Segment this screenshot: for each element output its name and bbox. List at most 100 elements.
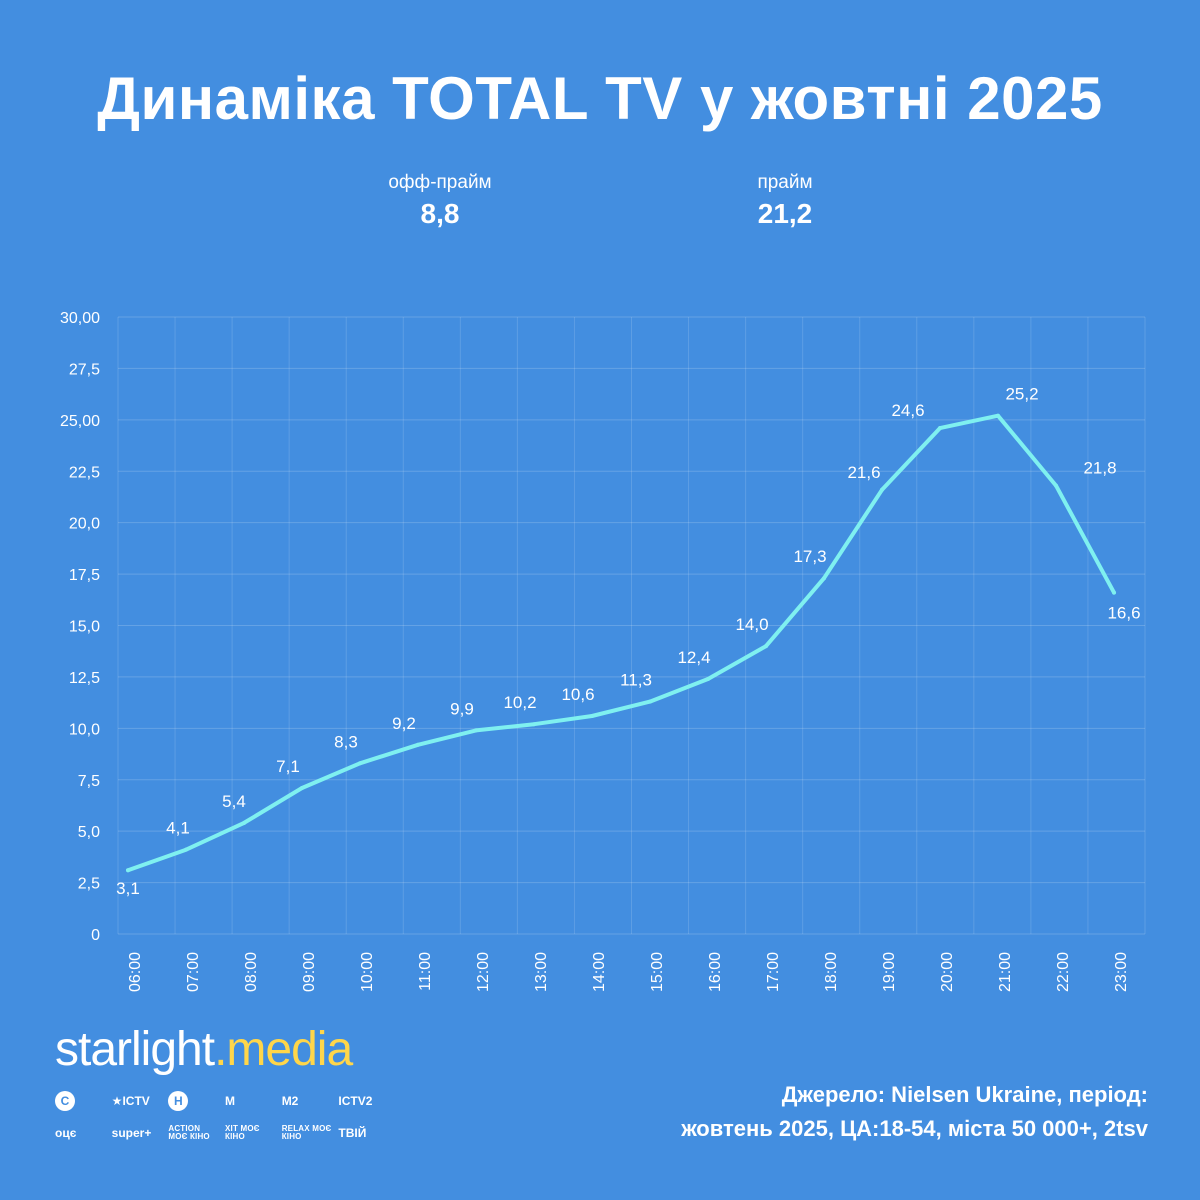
channel-logo-novyi-mark: Н xyxy=(168,1091,189,1111)
data-label: 14,0 xyxy=(735,615,768,634)
channel-logo-oce-text: оцє xyxy=(55,1126,77,1140)
data-point xyxy=(1112,590,1116,595)
channel-logo-ictv2-text: ICTV2 xyxy=(338,1094,373,1108)
x-tick-label: 12:00 xyxy=(475,952,492,992)
channel-logo-oce: оцє xyxy=(55,1122,112,1144)
kpi-offprime: офф-прайм 8,8 xyxy=(340,172,540,230)
data-point xyxy=(300,785,304,790)
x-tick-label: 06:00 xyxy=(127,952,144,992)
data-point xyxy=(822,576,826,581)
channel-logo-tviy: ТВІЙ xyxy=(338,1122,395,1144)
x-tick-label: 14:00 xyxy=(591,952,608,992)
star-icon: ★ xyxy=(111,1094,123,1108)
data-point xyxy=(996,413,1000,418)
x-tick-label: 15:00 xyxy=(649,952,666,992)
channel-logo-m2: M2 xyxy=(282,1090,339,1112)
channel-logo-ictv2: ICTV2 xyxy=(338,1090,395,1112)
data-label: 3,1 xyxy=(116,879,140,898)
series-line xyxy=(126,413,1116,873)
data-label: 4,1 xyxy=(166,819,190,838)
x-tick-label: 08:00 xyxy=(243,952,260,992)
channel-row-1: С ★ ICTV Н M M2 ICTV2 xyxy=(55,1090,395,1112)
y-tick-label: 17,5 xyxy=(69,567,100,584)
channel-logo-novyi: Н xyxy=(168,1090,225,1112)
brand-logo-part2: media xyxy=(226,1023,353,1076)
data-point xyxy=(648,699,652,704)
data-label: 12,4 xyxy=(677,648,710,667)
data-label: 7,1 xyxy=(276,757,300,776)
y-tick-label: 22,5 xyxy=(69,464,100,481)
channel-logo-tviy-text: ТВІЙ xyxy=(338,1126,367,1140)
x-tick-label: 17:00 xyxy=(765,952,782,992)
y-tick-label: 12,5 xyxy=(69,670,100,687)
channel-logo-relax-kino-text: RELAX МОЄ КІНО xyxy=(281,1124,332,1141)
y-tick-label: 2,5 xyxy=(78,876,100,893)
channel-logo-m1: M xyxy=(225,1090,282,1112)
channel-logo-hit-kino: ХІТ МОЄ КІНО xyxy=(225,1122,282,1144)
channel-logo-ictv-text: ICTV xyxy=(122,1094,150,1108)
data-label: 9,9 xyxy=(450,699,474,718)
data-label: 21,6 xyxy=(847,463,880,482)
channel-logo-stb-mark: С xyxy=(55,1091,75,1111)
chart-title: Динаміка TOTAL TV у жовтні 2025 xyxy=(97,65,1103,132)
x-tick-label: 18:00 xyxy=(823,952,840,992)
data-point xyxy=(938,426,942,431)
x-tick-label: 11:00 xyxy=(417,952,434,991)
channel-logo-relax-kino: RELAX МОЄ КІНО xyxy=(282,1122,339,1144)
y-tick-label: 7,5 xyxy=(78,773,100,790)
brand-logo-part1: starlight xyxy=(55,1023,215,1076)
channel-logo-m2-text: M2 xyxy=(281,1094,299,1108)
x-tick-label: 20:00 xyxy=(939,952,956,992)
channel-row-2: оцє super+ ACTION МОЄ КІНО ХІТ МОЄ КІНО … xyxy=(55,1122,395,1144)
channel-logo-m1-text: M xyxy=(225,1094,236,1108)
kpi-prime-label: прайм xyxy=(757,172,813,193)
data-label: 5,4 xyxy=(222,792,246,811)
source-line-2: жовтень 2025, ЦА:18-54, міста 50 000+, 2… xyxy=(681,1116,1148,1141)
data-label: 11,3 xyxy=(620,671,652,690)
channel-logo-super-text: super+ xyxy=(111,1126,152,1140)
data-point xyxy=(1054,483,1058,488)
data-point xyxy=(416,742,420,747)
channel-logo-ictv: ★ ICTV xyxy=(112,1090,169,1112)
data-point xyxy=(242,820,246,825)
kpi-offprime-value: 8,8 xyxy=(420,198,460,229)
data-label: 21,8 xyxy=(1083,459,1116,478)
y-tick-label: 25,00 xyxy=(60,413,100,430)
data-label: 10,2 xyxy=(503,693,536,712)
y-tick-label: 20,0 xyxy=(69,516,100,533)
channel-logos: С ★ ICTV Н M M2 ICTV2 оцє super+ ACTION М… xyxy=(55,1090,395,1154)
source-line-1: Джерело: Nielsen Ukraine, період: xyxy=(781,1082,1148,1107)
x-tick-label: 19:00 xyxy=(881,952,898,992)
data-point xyxy=(706,676,710,681)
channel-logo-action-kino-text: ACTION МОЄ КІНО xyxy=(168,1124,210,1141)
channel-logo-stb: С xyxy=(55,1090,112,1112)
x-tick-label: 09:00 xyxy=(301,952,318,992)
data-point xyxy=(764,644,768,649)
y-tick-label: 10,0 xyxy=(69,721,100,738)
y-tick-label: 30,00 xyxy=(60,310,100,327)
channel-logo-hit-kino-text: ХІТ МОЄ КІНО xyxy=(225,1124,260,1141)
data-point xyxy=(126,868,130,873)
kpi-prime: прайм 21,2 xyxy=(685,172,885,230)
y-tick-label: 0 xyxy=(91,927,100,944)
x-tick-label: 10:00 xyxy=(359,952,376,992)
data-point xyxy=(358,761,362,766)
data-label: 24,6 xyxy=(891,401,924,420)
data-point xyxy=(532,722,536,727)
y-tick-label: 5,0 xyxy=(78,824,100,841)
x-tick-label: 07:00 xyxy=(185,952,202,992)
brand-logo: starlight.media xyxy=(55,1022,353,1077)
y-tick-label: 15,0 xyxy=(69,619,100,636)
data-label: 16,6 xyxy=(1107,604,1140,623)
kpi-offprime-label: офф-прайм xyxy=(388,172,492,193)
data-label: 17,3 xyxy=(793,547,826,566)
source-note: Джерело: Nielsen Ukraine, період: жовтен… xyxy=(681,1078,1148,1146)
data-label: 8,3 xyxy=(334,732,358,751)
data-label: 9,2 xyxy=(392,714,416,733)
x-tick-label: 22:00 xyxy=(1055,952,1072,992)
data-point xyxy=(880,487,884,492)
y-tick-label: 27,5 xyxy=(69,361,100,378)
x-tick-label: 16:00 xyxy=(707,952,724,992)
brand-logo-dot: . xyxy=(214,1023,227,1076)
